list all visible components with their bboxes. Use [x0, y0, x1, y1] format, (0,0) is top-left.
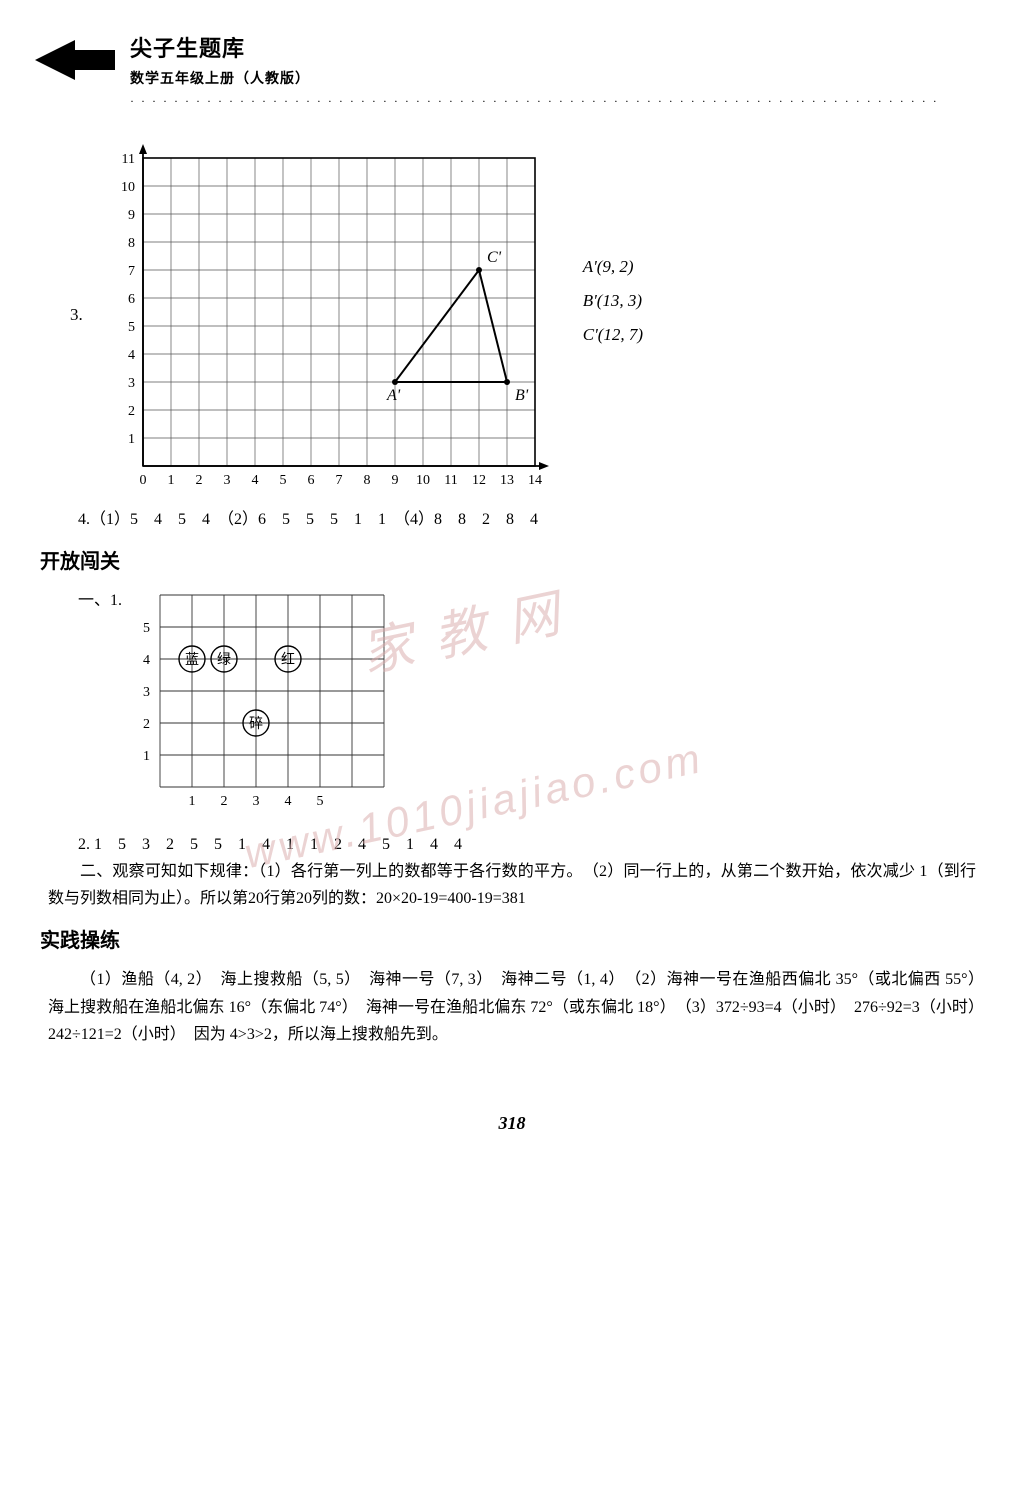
svg-text:0: 0 — [139, 473, 146, 488]
coordinate-grid-chart: 012345678910111213141234567891011A'B'C' — [113, 136, 553, 496]
coord-labels: A'(9, 2) B'(13, 3) C'(12, 7) — [583, 250, 643, 352]
kaifang-q1-prefix: 一、1. — [78, 587, 122, 614]
svg-text:2: 2 — [143, 717, 150, 732]
svg-text:2: 2 — [195, 473, 202, 488]
svg-text:5: 5 — [143, 621, 150, 636]
svg-text:3: 3 — [128, 376, 135, 391]
header-block: 尖子生题库 数学五年级上册（人教版） — [130, 30, 984, 91]
svg-text:10: 10 — [121, 180, 135, 195]
svg-text:8: 8 — [363, 473, 370, 488]
svg-text:5: 5 — [317, 794, 324, 809]
header-dots: · · · · · · · · · · · · · · · · · · · · … — [130, 91, 984, 111]
svg-text:绿: 绿 — [217, 652, 231, 668]
svg-text:1: 1 — [189, 794, 196, 809]
svg-text:3: 3 — [143, 685, 150, 700]
shijian-body: （1）渔船（4, 2） 海上搜救船（5, 5） 海神一号（7, 3） 海神二号（… — [48, 966, 976, 1048]
coord-c: C'(12, 7) — [583, 318, 643, 352]
section-shijian: 实践操练 — [40, 924, 984, 958]
q4-text: 4.（1）5 4 5 4 （2）6 5 5 5 1 1 （4）8 8 2 8 4 — [78, 506, 976, 533]
svg-text:蓝: 蓝 — [185, 652, 199, 668]
svg-text:3: 3 — [223, 473, 230, 488]
svg-text:6: 6 — [128, 292, 135, 307]
svg-text:1: 1 — [167, 473, 174, 488]
svg-text:5: 5 — [128, 320, 135, 335]
svg-text:4: 4 — [285, 794, 292, 809]
svg-text:13: 13 — [500, 473, 514, 488]
book-title: 尖子生题库 — [130, 30, 984, 67]
section-kaifang: 开放闯关 — [40, 545, 984, 579]
page-number: 318 — [40, 1108, 984, 1139]
svg-text:B': B' — [515, 387, 529, 404]
svg-text:2: 2 — [128, 404, 135, 419]
coord-b: B'(13, 3) — [583, 284, 643, 318]
svg-text:1: 1 — [143, 749, 150, 764]
kaifang-q2: 2. 1 5 3 2 5 5 1 4 1 1 2 4 5 1 4 4 — [78, 831, 976, 858]
kaifang-er: 二、观察可知如下规律：（1）各行第一列上的数都等于各行数的平方。 （2）同一行上… — [48, 858, 976, 912]
kaifang-q1-row: 一、1. 1 2 3 4 5 1 2 3 4 5 蓝 绿 红碎 — [78, 587, 984, 817]
svg-text:7: 7 — [128, 264, 135, 279]
svg-text:4: 4 — [143, 653, 150, 668]
svg-text:3: 3 — [253, 794, 260, 809]
coord-a: A'(9, 2) — [583, 250, 643, 284]
q3-label: 3. — [70, 301, 83, 330]
svg-text:8: 8 — [128, 236, 135, 251]
svg-text:9: 9 — [391, 473, 398, 488]
header-arrow-icon — [30, 35, 120, 105]
svg-text:红: 红 — [281, 652, 295, 668]
svg-text:A': A' — [386, 387, 401, 404]
svg-text:7: 7 — [335, 473, 342, 488]
svg-text:10: 10 — [416, 473, 430, 488]
svg-text:C': C' — [487, 249, 502, 266]
svg-text:碎: 碎 — [249, 716, 263, 732]
svg-text:6: 6 — [307, 473, 314, 488]
svg-text:11: 11 — [121, 152, 134, 167]
svg-text:4: 4 — [128, 348, 135, 363]
svg-text:11: 11 — [444, 473, 457, 488]
svg-text:12: 12 — [472, 473, 486, 488]
svg-text:1: 1 — [128, 432, 135, 447]
svg-text:5: 5 — [279, 473, 286, 488]
svg-text:9: 9 — [128, 208, 135, 223]
book-subtitle: 数学五年级上册（人教版） — [130, 67, 984, 91]
svg-text:14: 14 — [528, 473, 542, 488]
small-grid-chart: 1 2 3 4 5 1 2 3 4 5 蓝 绿 红碎 — [130, 587, 390, 817]
question-3-row: 3. 012345678910111213141234567891011A'B'… — [70, 136, 984, 496]
svg-text:2: 2 — [221, 794, 228, 809]
svg-text:4: 4 — [251, 473, 258, 488]
